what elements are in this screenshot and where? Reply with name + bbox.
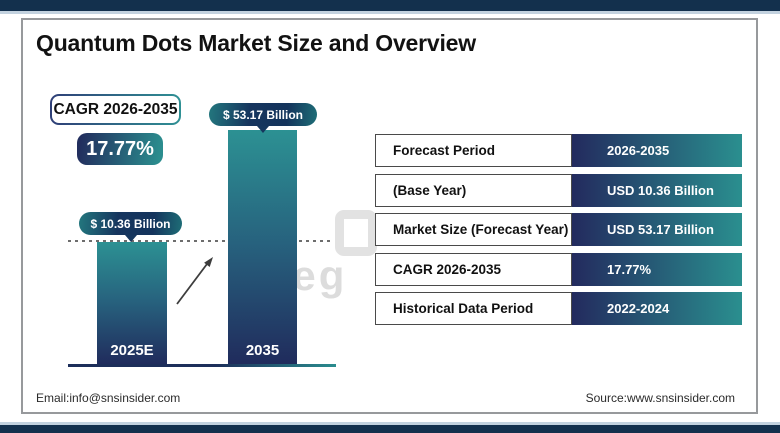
bar-category-label: 2025E — [110, 342, 154, 359]
chart-baseline — [68, 364, 336, 367]
table-row: Market Size (Forecast Year) USD 53.17 Bi… — [375, 213, 742, 246]
top-navy-bar — [0, 0, 780, 11]
footer-source: Source:www.snsinsider.com — [585, 391, 735, 405]
summary-table: Forecast Period 2026-2035 (Base Year) US… — [375, 134, 742, 332]
bar-value-label: $ 10.36 Billion — [90, 216, 171, 231]
table-row-value: 2026-2035 — [572, 134, 742, 167]
bar-value-callout-2035: $ 53.17 Billion — [209, 103, 317, 126]
top-accent-line — [0, 11, 780, 14]
page-title: Quantum Dots Market Size and Overview — [36, 30, 476, 56]
bottom-navy-bar — [0, 425, 780, 433]
table-row: (Base Year) USD 10.36 Billion — [375, 173, 742, 207]
bar-category-label: 2035 — [245, 342, 280, 359]
table-row: Historical Data Period 2022-2024 — [375, 292, 742, 325]
cagr-label: CAGR 2026-2035 — [52, 96, 179, 123]
table-row-value: USD 10.36 Billion — [572, 173, 742, 207]
table-row-label: CAGR 2026-2035 — [375, 252, 572, 286]
cagr-value-badge: 17.77% — [77, 133, 163, 165]
table-row-label: Market Size (Forecast Year) — [375, 213, 572, 246]
bar-value-callout-2025e: $ 10.36 Billion — [79, 212, 182, 235]
table-row: CAGR 2026-2035 17.77% — [375, 252, 742, 286]
reference-dashed-line — [68, 240, 334, 242]
watermark-logo-shape — [335, 210, 377, 256]
table-row-label: Forecast Period — [375, 134, 572, 167]
bar-value-label: $ 53.17 Billion — [222, 107, 304, 122]
table-row-value: 17.77% — [572, 252, 742, 286]
table-row-value: USD 53.17 Billion — [572, 213, 742, 246]
cagr-label-box: CAGR 2026-2035 — [50, 94, 181, 125]
growth-arrow-icon — [176, 257, 213, 305]
footer-email: Email:info@snsinsider.com — [36, 391, 181, 405]
table-row-label: (Base Year) — [375, 173, 572, 207]
bottom-accent-line — [0, 422, 780, 425]
table-row: Forecast Period 2026-2035 — [375, 134, 742, 167]
table-row-value: 2022-2024 — [572, 292, 742, 325]
bar-2035: 2035 — [228, 130, 297, 365]
content-frame: Quantum Dots Market Size and Overview at… — [21, 18, 758, 414]
table-row-label: Historical Data Period — [375, 292, 572, 325]
bar-2025e: 2025E — [97, 242, 167, 365]
